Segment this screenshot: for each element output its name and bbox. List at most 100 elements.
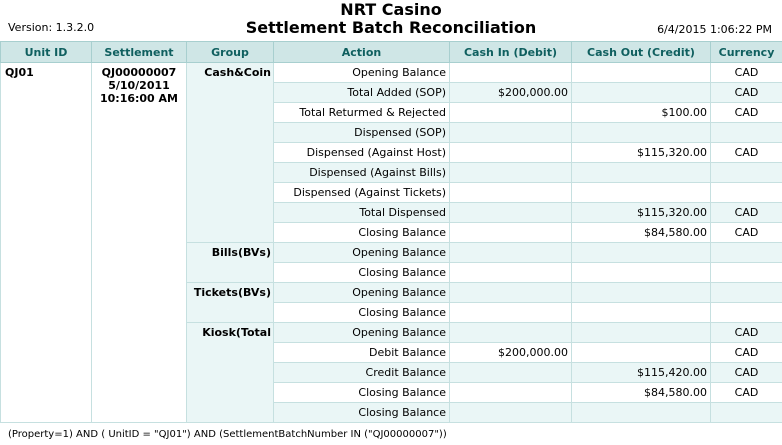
table-row: Closing Balance $84,580.00 CAD	[1, 382, 782, 403]
currency-cell: CAD	[710, 362, 782, 383]
reconciliation-table: Unit ID Settlement Group Action Cash In …	[0, 41, 782, 423]
action-cell: Dispensed (SOP)	[273, 122, 450, 143]
group-name: Bills(BVs)	[211, 246, 271, 259]
version-label: Version: 1.3.2.0	[8, 21, 95, 34]
cash-out-cell	[571, 402, 711, 423]
cash-in-cell	[449, 322, 572, 343]
cash-in-cell	[449, 162, 572, 183]
col-header-settlement[interactable]: Settlement	[91, 41, 187, 63]
action-cell: Opening Balance	[273, 322, 450, 343]
report-datetime: 6/4/2015 1:06:22 PM	[657, 23, 772, 36]
cash-in-cell	[449, 362, 572, 383]
cash-in-cell	[449, 402, 572, 423]
cash-in-cell	[449, 382, 572, 403]
action-cell: Closing Balance	[273, 302, 450, 323]
action-cell: Opening Balance	[273, 242, 450, 263]
col-header-cash-in[interactable]: Cash In (Debit)	[449, 41, 572, 63]
cash-out-cell	[571, 162, 711, 183]
action-cell: Opening Balance	[273, 282, 450, 303]
cash-out-cell	[571, 242, 711, 263]
group-cell: Kiosk(Total	[186, 322, 274, 423]
cash-in-cell	[449, 282, 572, 303]
currency-cell	[710, 262, 782, 283]
cash-in-cell	[449, 262, 572, 283]
group-cell: Tickets(BVs)	[186, 282, 274, 323]
currency-cell: CAD	[710, 62, 782, 83]
report-title: Settlement Batch Reconciliation	[245, 18, 537, 37]
table-row: Total Added (SOP) $200,000.00 CAD	[1, 82, 782, 103]
currency-cell: CAD	[710, 382, 782, 403]
cash-in-cell	[449, 222, 572, 243]
cash-out-cell	[571, 82, 711, 103]
cash-in-cell	[449, 62, 572, 83]
action-cell: Closing Balance	[273, 262, 450, 283]
table-row: Bills(BVs) Opening Balance	[1, 242, 782, 283]
currency-cell: CAD	[710, 202, 782, 223]
action-cell: Debit Balance	[273, 342, 450, 363]
action-cell: Dispensed (Against Tickets)	[273, 182, 450, 203]
filter-query: (Property=1) AND ( UnitID = "QJ01") AND …	[8, 429, 447, 440]
settlement-cell: QJ00000007 5/10/2011 10:16:00 AM	[91, 62, 187, 423]
group-name: Cash&Coin	[204, 66, 271, 79]
table-row: Dispensed (Against Bills)	[1, 162, 782, 183]
cash-out-cell	[571, 62, 711, 83]
cash-out-cell	[571, 262, 711, 283]
col-header-action[interactable]: Action	[273, 41, 450, 63]
cash-out-cell	[571, 302, 711, 323]
cash-in-cell	[449, 182, 572, 203]
action-cell: Opening Balance	[273, 62, 450, 83]
cash-out-cell	[571, 322, 711, 343]
cash-in-cell	[449, 142, 572, 163]
cash-in-cell: $200,000.00	[449, 82, 572, 103]
currency-cell	[710, 302, 782, 323]
table-body: QJ01 QJ00000007 5/10/2011 10:16:00 AM Cash&C…	[0, 62, 782, 423]
cash-out-cell	[571, 122, 711, 143]
table-row: Dispensed (Against Tickets)	[1, 182, 782, 203]
currency-cell: CAD	[710, 222, 782, 243]
currency-cell	[710, 162, 782, 183]
action-cell: Dispensed (Against Bills)	[273, 162, 450, 183]
action-cell: Total Returmed & Rejected	[273, 102, 450, 123]
cash-in-cell	[449, 302, 572, 323]
group-cell: Bills(BVs)	[186, 242, 274, 283]
cash-out-cell: $115,320.00	[571, 202, 711, 223]
col-header-cash-out[interactable]: Cash Out (Credit)	[571, 41, 711, 63]
table-row: QJ01 QJ00000007 5/10/2011 10:16:00 AM Cash&C…	[0, 62, 782, 423]
cash-out-cell	[571, 342, 711, 363]
currency-cell	[710, 182, 782, 203]
action-cell: Total Dispensed	[273, 202, 450, 223]
cash-in-cell: $200,000.00	[449, 342, 572, 363]
cash-in-cell	[449, 102, 572, 123]
action-cell: Closing Balance	[273, 382, 450, 403]
action-cell: Closing Balance	[273, 402, 450, 423]
settlement-number: QJ00000007	[101, 66, 177, 79]
table-row: Tickets(BVs) Opening Balance	[1, 282, 782, 323]
cash-in-cell	[449, 122, 572, 143]
currency-cell	[710, 402, 782, 423]
group-cell: Cash&Coin	[186, 62, 274, 243]
settlement-date: 5/10/2011	[108, 79, 170, 92]
currency-cell: CAD	[710, 142, 782, 163]
currency-cell: CAD	[710, 342, 782, 363]
action-cell: Credit Balance	[273, 362, 450, 383]
casino-title: NRT Casino	[340, 0, 442, 19]
table-row: Dispensed (SOP)	[1, 122, 782, 143]
currency-cell	[710, 282, 782, 303]
currency-cell: CAD	[710, 322, 782, 343]
table-row: Credit Balance $115,420.00 CAD	[1, 362, 782, 383]
group-name: Kiosk(Total	[202, 326, 271, 339]
cash-out-cell	[571, 282, 711, 303]
table-row: Closing Balance	[1, 262, 782, 283]
currency-cell	[710, 122, 782, 143]
table-row: Debit Balance $200,000.00 CAD	[1, 342, 782, 363]
unit-id: QJ01	[5, 66, 34, 79]
cash-out-cell: $84,580.00	[571, 382, 711, 403]
col-header-group[interactable]: Group	[186, 41, 274, 63]
table-row: Dispensed (Against Host) $115,320.00 CAD	[1, 142, 782, 163]
action-cell: Total Added (SOP)	[273, 82, 450, 103]
cash-in-cell	[449, 242, 572, 263]
col-header-unit-id[interactable]: Unit ID	[0, 41, 92, 63]
col-header-currency[interactable]: Currency	[710, 41, 782, 63]
cash-out-cell: $115,320.00	[571, 142, 711, 163]
cash-out-cell: $100.00	[571, 102, 711, 123]
